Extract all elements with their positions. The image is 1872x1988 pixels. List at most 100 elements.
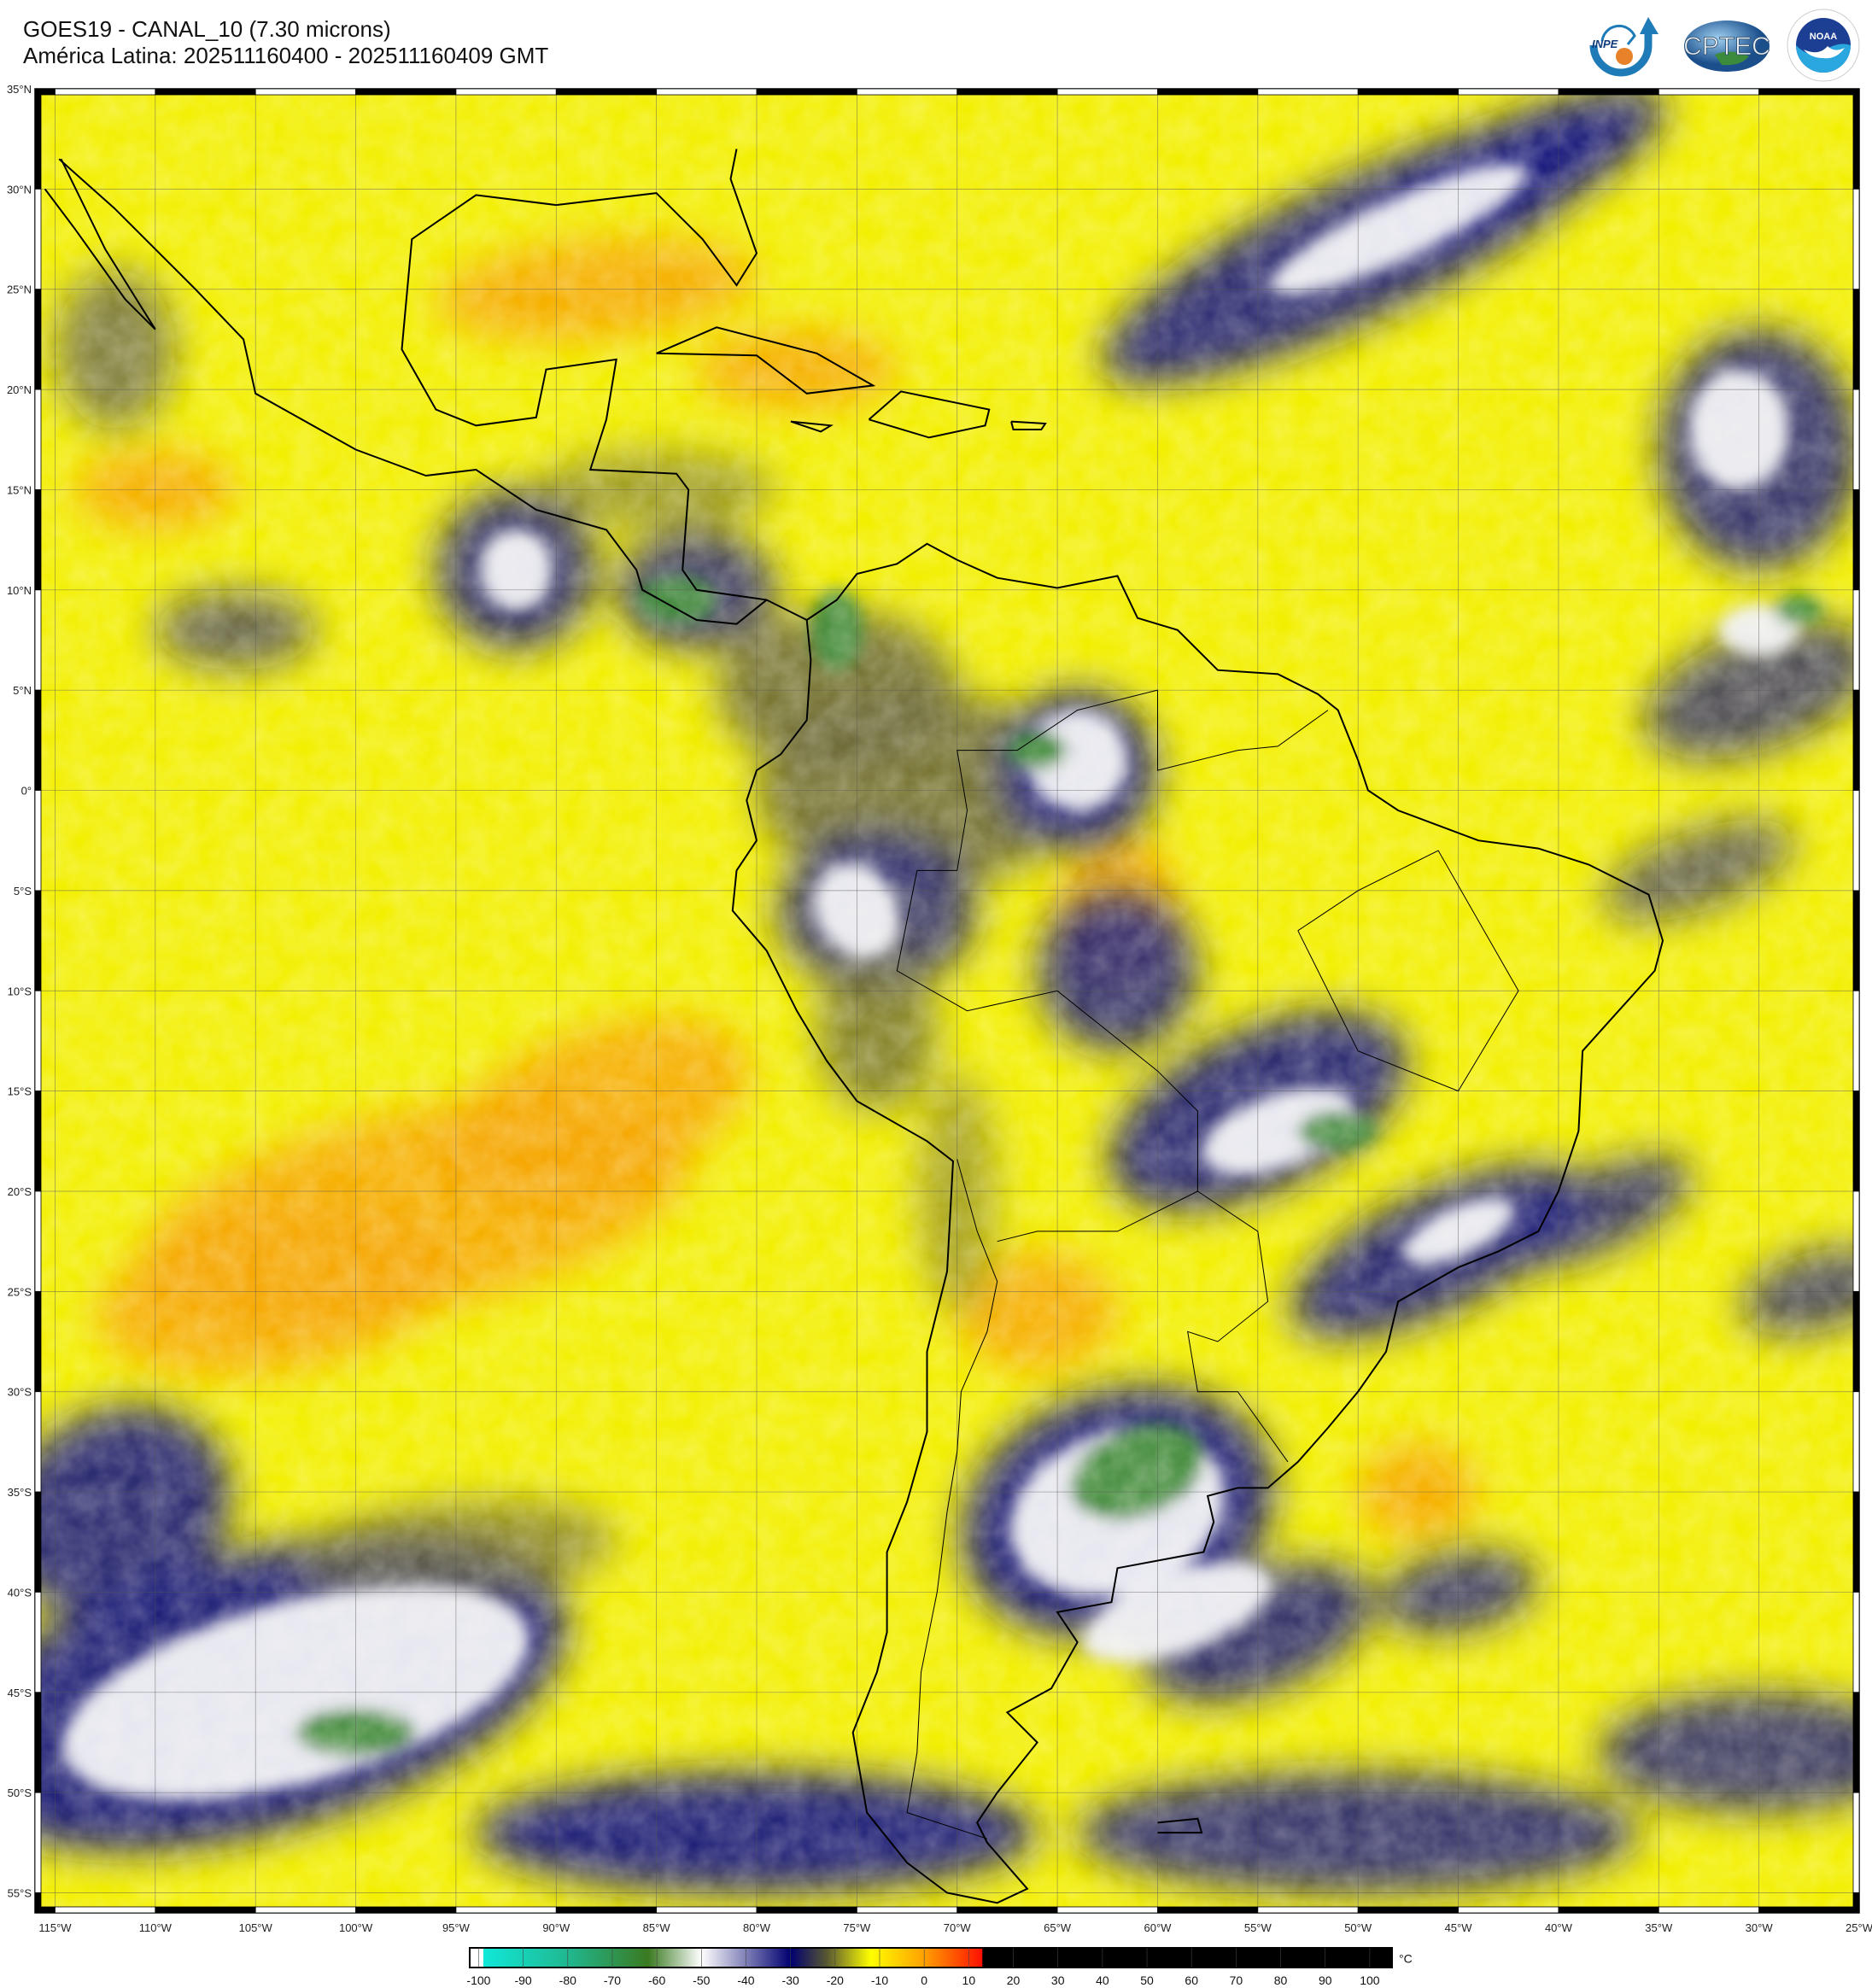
latitude-label: 10°S — [8, 985, 32, 997]
border — [1187, 1190, 1289, 1463]
colorbar-tick-label: -20 — [827, 1973, 844, 1987]
latitude-label: 55°S — [8, 1887, 32, 1900]
frame-segment — [1852, 890, 1860, 991]
frame-segment — [34, 88, 42, 190]
hispaniola-coast — [868, 390, 991, 439]
colorbar-tick-label: -30 — [782, 1973, 799, 1987]
frame-segment — [254, 88, 356, 96]
falklands-coast — [1157, 1817, 1203, 1834]
latitude-label: 20°S — [8, 1185, 32, 1198]
frame-segment — [55, 1906, 156, 1914]
latitude-label: 45°S — [8, 1687, 32, 1699]
frame-segment — [455, 88, 557, 96]
longitude-label: 30°W — [1746, 1921, 1774, 1934]
frame-segment — [856, 1906, 958, 1914]
colorbar-tick-label: 20 — [1007, 1973, 1021, 1987]
frame-segment — [1458, 88, 1559, 96]
frame-segment — [34, 1391, 42, 1493]
frame-segment — [1852, 1892, 1860, 1914]
frame-segment — [355, 88, 457, 96]
frame-segment — [1852, 1090, 1860, 1192]
frame-segment — [1157, 88, 1259, 96]
baja-california-coast — [44, 158, 156, 330]
border — [997, 1190, 1198, 1242]
frame-segment — [355, 1906, 457, 1914]
colorbar-tick-label: -40 — [737, 1973, 754, 1987]
longitude-label: 35°W — [1645, 1921, 1673, 1934]
frame-segment — [34, 1592, 42, 1693]
south-america-coastline — [731, 542, 1664, 1904]
frame-segment — [55, 88, 156, 96]
jamaica-coast — [790, 420, 834, 433]
colorbar-tick-label: 10 — [962, 1973, 976, 1987]
frame-segment — [1852, 188, 1860, 290]
frame-segment — [1056, 88, 1158, 96]
frame-segment — [1658, 1906, 1760, 1914]
frame-segment — [34, 188, 42, 290]
image-subtitle: América Latina: 202511160400 - 202511160… — [23, 43, 549, 68]
central-america-pacific-coast — [58, 158, 808, 625]
colorbar-tick-label: -10 — [871, 1973, 888, 1987]
svg-text:INPE: INPE — [1592, 38, 1618, 50]
frame-segment — [1852, 689, 1860, 791]
svg-text:NOAA: NOAA — [1810, 32, 1837, 42]
frame-segment — [34, 689, 42, 791]
latitude-label: 35°N — [7, 83, 32, 96]
frame-segment — [34, 1290, 42, 1393]
frame-segment — [1852, 1592, 1860, 1693]
frame-segment — [1852, 389, 1860, 490]
frame-segment — [756, 1906, 857, 1914]
longitude-label: 70°W — [944, 1921, 972, 1934]
brazil-border — [896, 689, 1329, 1191]
frame-segment — [555, 88, 658, 96]
longitude-label: 75°W — [843, 1921, 871, 1934]
colorbar-tick-label: -100 — [466, 1973, 490, 1987]
longitude-label: 80°W — [743, 1921, 771, 1934]
longitude-label: 85°W — [643, 1921, 671, 1934]
frame-segment — [1852, 1792, 1860, 1893]
colorbar-tick-label: 0 — [921, 1973, 927, 1987]
longitude-label: 115°W — [38, 1921, 72, 1934]
frame-segment — [1357, 88, 1459, 96]
frame-segment — [956, 1906, 1058, 1914]
frame-segment — [455, 1906, 557, 1914]
image-title: GOES19 - CANAL_10 (7.30 microns) — [23, 16, 391, 42]
frame-segment — [34, 289, 42, 390]
longitude-label: 90°W — [542, 1921, 570, 1934]
latitude-label: 35°S — [8, 1486, 32, 1499]
frame-segment — [1558, 1906, 1659, 1914]
colorbar-tick-label: 50 — [1140, 1973, 1154, 1987]
logo-bar: INPE CPTEC NOAA — [1577, 7, 1862, 84]
frame-segment — [656, 88, 758, 96]
colorbar-tick-label: 60 — [1185, 1973, 1198, 1987]
map-frame — [34, 88, 1860, 1914]
colorbar-tick-label: -50 — [693, 1973, 710, 1987]
frame-segment — [34, 489, 42, 591]
latitude-label: 30°S — [8, 1386, 32, 1399]
latitude-label: 5°S — [14, 885, 32, 898]
longitude-label: 65°W — [1044, 1921, 1072, 1934]
colorbar-tick-label: 40 — [1096, 1973, 1109, 1987]
longitude-label: 110°W — [139, 1921, 173, 1934]
latitude-label: 25°N — [7, 284, 32, 296]
frame-segment — [254, 1906, 356, 1914]
longitude-label: 50°W — [1344, 1921, 1372, 1934]
frame-segment — [656, 1906, 758, 1914]
latitude-label: 15°N — [7, 483, 32, 496]
andes-border — [906, 1159, 998, 1839]
puerto-rico-coast — [1010, 420, 1047, 430]
frame-segment — [1056, 1906, 1158, 1914]
frame-segment — [34, 990, 42, 1092]
frame-segment — [1758, 88, 1860, 96]
frame-segment — [1758, 1906, 1860, 1914]
frame-segment — [1852, 1692, 1860, 1793]
frame-segment — [1257, 1906, 1359, 1914]
cptec-logo: CPTEC — [1681, 7, 1773, 84]
frame-segment — [1558, 88, 1659, 96]
frame-segment — [1852, 1290, 1860, 1393]
frame-segment — [34, 1491, 42, 1593]
colorbar-unit: °C — [1399, 1952, 1413, 1966]
graticule — [35, 89, 1859, 1913]
svg-text:CPTEC: CPTEC — [1683, 32, 1770, 61]
coastlines-and-borders — [44, 149, 1664, 1904]
